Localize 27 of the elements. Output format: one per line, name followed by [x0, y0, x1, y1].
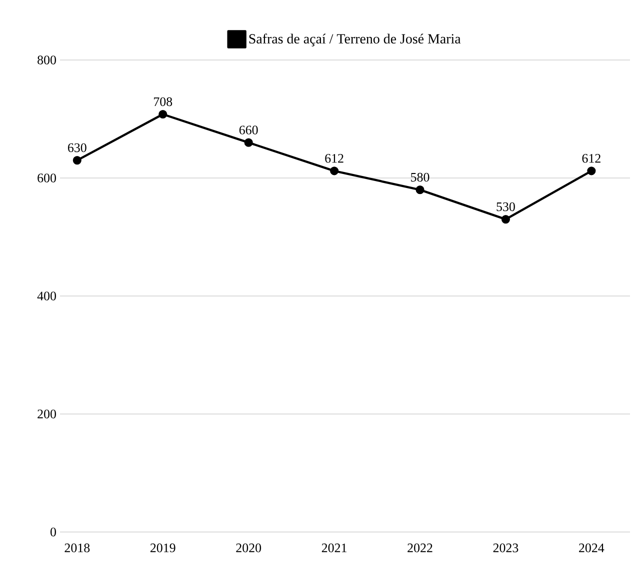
data-label: 530	[496, 202, 515, 212]
legend-label: Safras de açaí / Terreno de José Maria	[249, 34, 461, 46]
point	[330, 166, 339, 176]
x-tick-label: 2024	[579, 544, 604, 552]
point	[158, 110, 168, 119]
x-tick-label: 2022	[408, 544, 432, 552]
x-tick-label: 2021	[322, 544, 346, 552]
data-label: 630	[68, 143, 86, 152]
data-label: 580	[411, 172, 430, 182]
point	[72, 156, 82, 165]
y-tick-label: 400	[37, 292, 56, 300]
data-label: 660	[239, 126, 258, 134]
y-tick-label: 800	[38, 56, 56, 64]
x-tick-label: 2020	[236, 544, 262, 552]
y-tick-label: 600	[38, 174, 56, 182]
data-label: 612	[582, 154, 600, 163]
y-tick-label: 0	[50, 528, 56, 536]
point	[416, 186, 424, 194]
point	[244, 138, 253, 147]
point	[587, 166, 596, 176]
point	[501, 215, 510, 224]
y-tick-label: 200	[38, 410, 56, 418]
x-tick-label: 2019	[150, 544, 176, 552]
x-tick-label: 2018	[64, 544, 90, 552]
x-tick-label: 2023	[493, 544, 518, 552]
data-label: 708	[154, 97, 172, 106]
data-label: 612	[325, 154, 344, 163]
